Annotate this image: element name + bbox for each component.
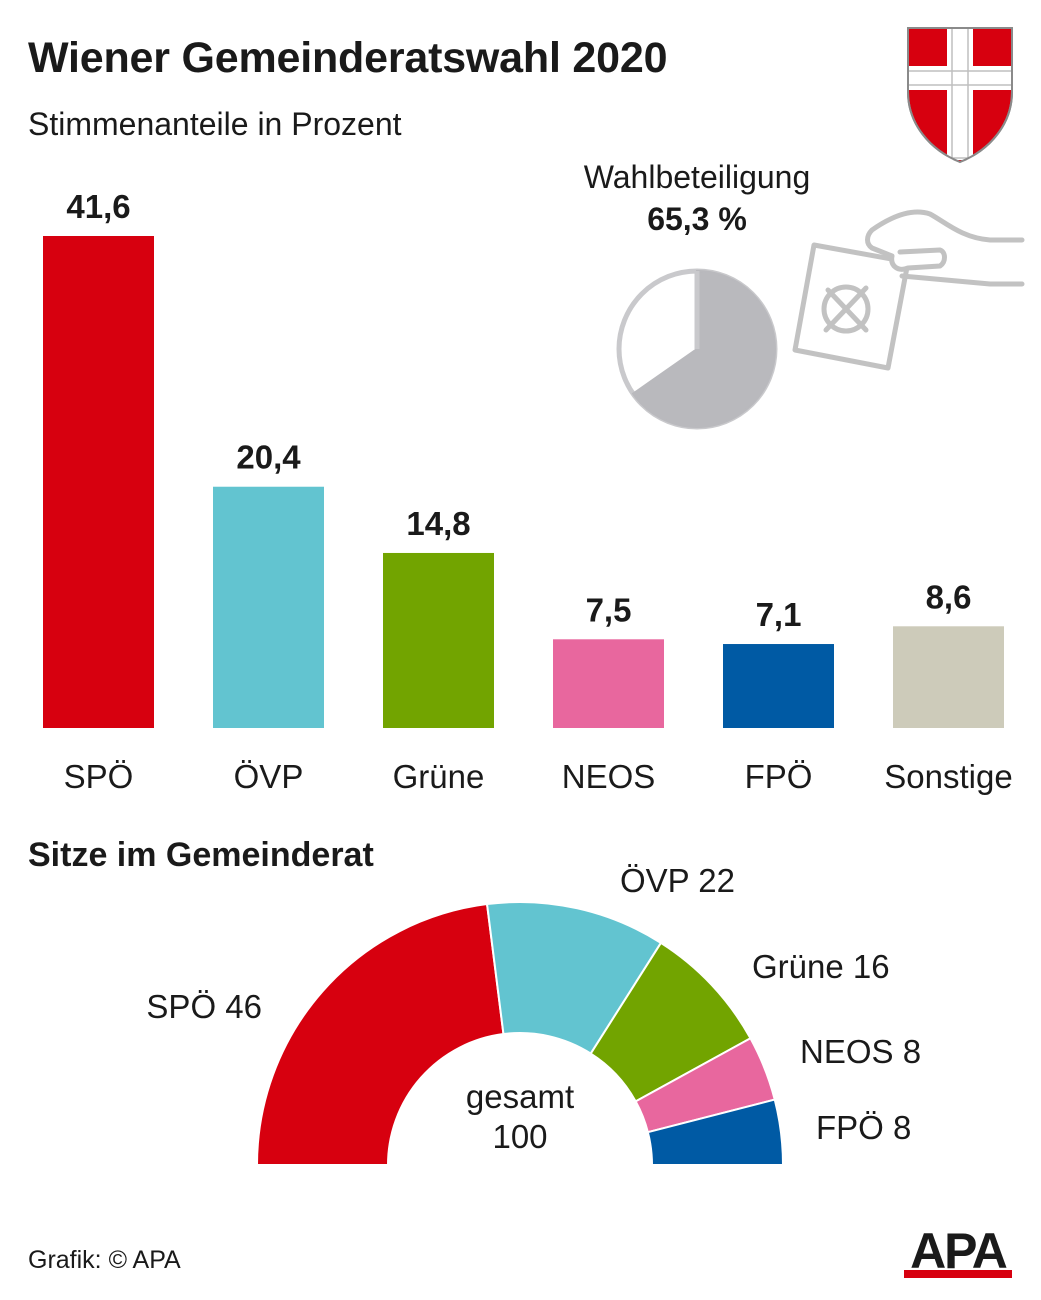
credit-text: Grafik: © APA (28, 1246, 181, 1274)
chart-title: Wiener Gemeinderatswahl 2020 (28, 34, 668, 82)
seat-label-4: FPÖ 8 (816, 1109, 911, 1146)
turnout-pie-slice (631, 269, 776, 428)
bar-1 (213, 486, 324, 728)
center-label-line2: 100 (492, 1118, 547, 1155)
vienna-coat-of-arms (907, 27, 1013, 164)
ballot-hand-icon (792, 209, 1025, 371)
turnout-value: 65,3 % (647, 201, 747, 237)
category-label-2: Grüne (393, 758, 485, 795)
center-label-line1: gesamt (466, 1078, 574, 1115)
category-label-5: Sonstige (884, 758, 1012, 795)
apa-logo: APA (904, 1223, 1012, 1279)
chart-subtitle: Stimmenanteile in Prozent (28, 106, 402, 142)
bar-4 (723, 644, 834, 728)
bar-value-label-4: 7,1 (756, 596, 802, 633)
seat-label-0: SPÖ 46 (146, 988, 262, 1025)
seat-label-3: NEOS 8 (800, 1033, 921, 1070)
bar-value-label-5: 8,6 (926, 578, 972, 615)
bar-value-label-1: 20,4 (236, 439, 301, 476)
bar-0 (43, 236, 154, 728)
seat-label-2: Grüne 16 (752, 948, 890, 985)
category-label-0: SPÖ (64, 758, 134, 795)
category-label-1: ÖVP (234, 758, 304, 795)
bar-5 (893, 626, 1004, 728)
bar-value-label-3: 7,5 (586, 591, 632, 628)
bar-value-label-0: 41,6 (66, 188, 130, 225)
apa-logo-text: APA (910, 1223, 1007, 1279)
category-label-3: NEOS (562, 758, 656, 795)
category-label-4: FPÖ (745, 758, 813, 795)
seat-segment-4 (646, 1098, 785, 1166)
apa-logo-bar (904, 1270, 1012, 1278)
bar-3 (553, 639, 664, 728)
seat-label-1: ÖVP 22 (620, 862, 735, 899)
turnout-label: Wahlbeteiligung (584, 159, 811, 195)
seat-segment-0 (255, 902, 505, 1166)
bar-value-label-2: 14,8 (406, 505, 470, 542)
bar-2 (383, 552, 494, 728)
seats-title: Sitze im Gemeinderat (28, 836, 374, 874)
